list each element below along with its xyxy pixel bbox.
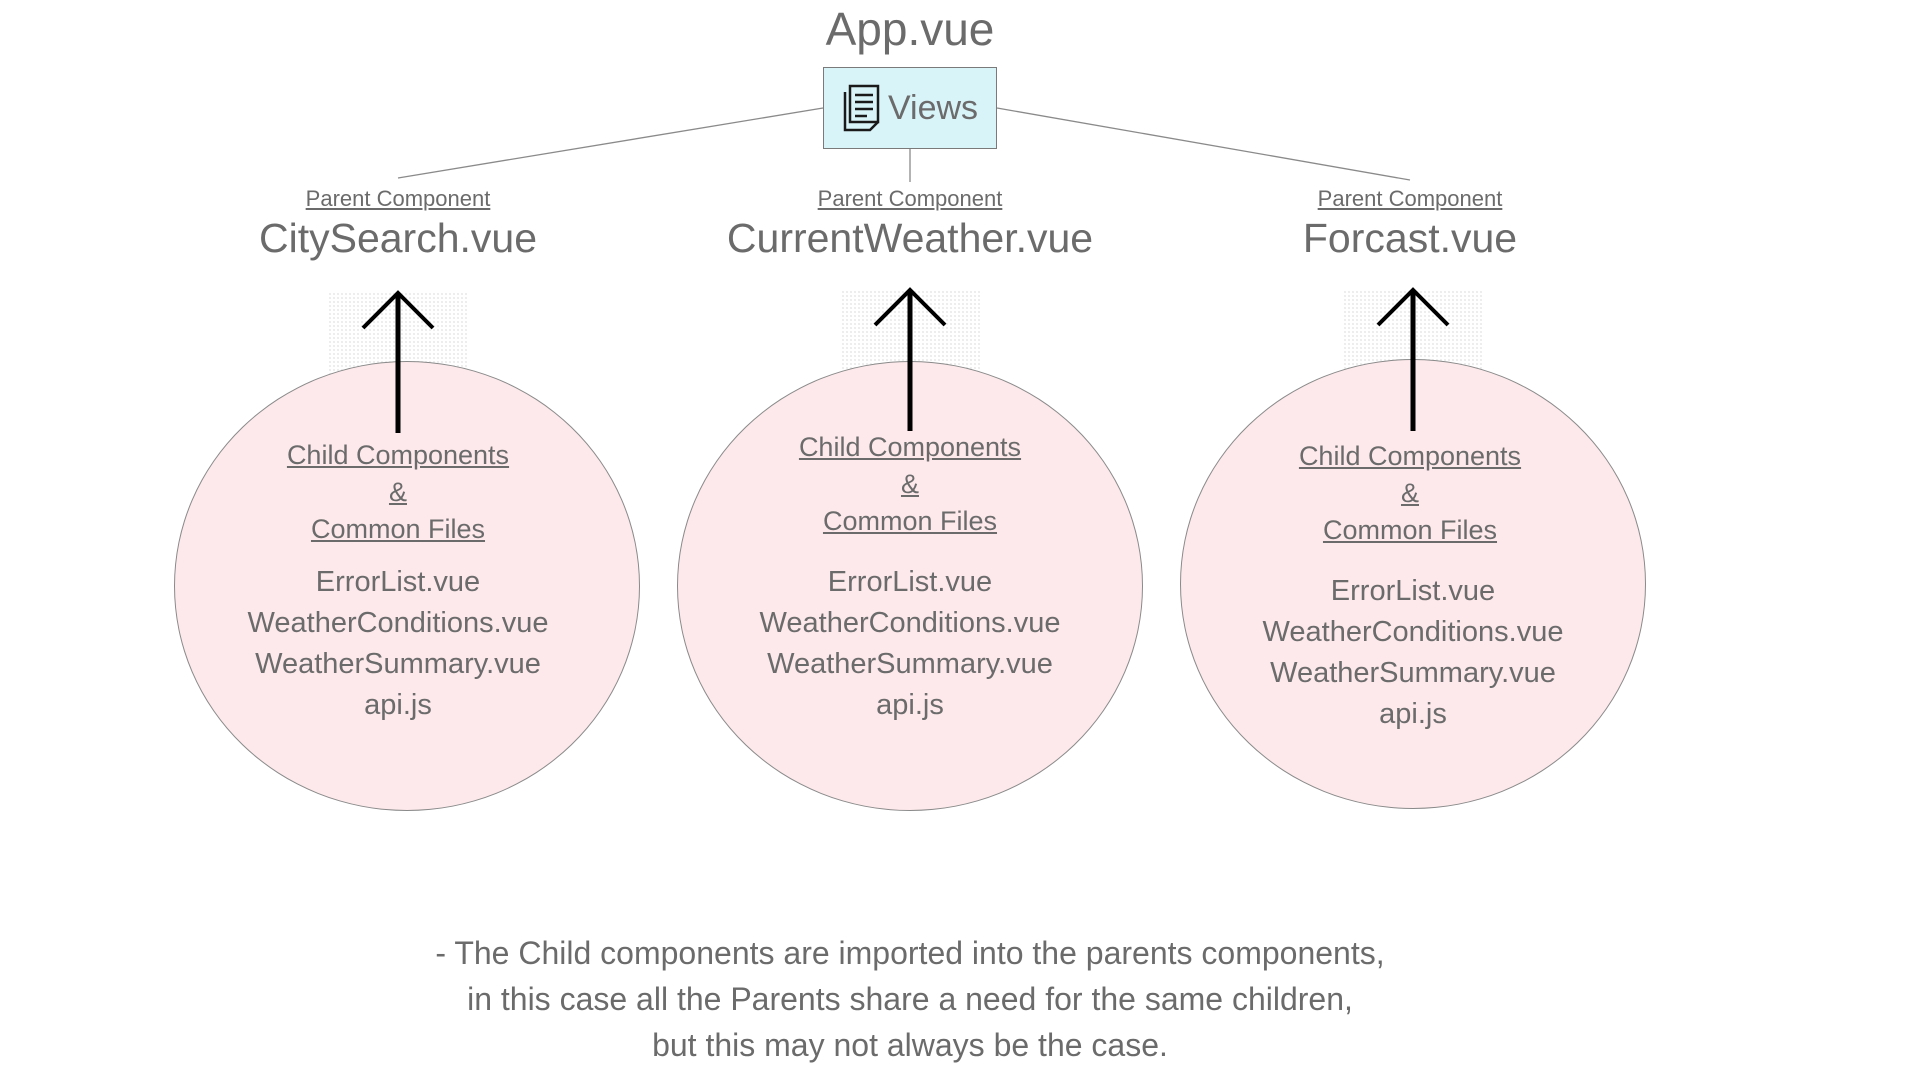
file-item: WeatherConditions.vue bbox=[1262, 616, 1564, 648]
child-header-line: Common Files bbox=[310, 514, 486, 544]
explanation-note: - The Child components are imported into… bbox=[330, 930, 1490, 1068]
child-header-line: Child Components bbox=[1298, 441, 1522, 471]
views-box: Views bbox=[823, 67, 997, 149]
file-item: ErrorList.vue bbox=[827, 566, 993, 598]
file-item: WeatherSummary.vue bbox=[255, 648, 541, 680]
note-line: in this case all the Parents share a nee… bbox=[467, 981, 1353, 1017]
file-item: api.js bbox=[876, 689, 944, 721]
child-header: Child Components & Common Files bbox=[1200, 438, 1620, 549]
root-title: App.vue bbox=[825, 3, 995, 55]
file-item: WeatherSummary.vue bbox=[767, 648, 1053, 680]
note-line: but this may not always be the case. bbox=[652, 1027, 1168, 1063]
parent-name: CurrentWeather.vue bbox=[726, 215, 1094, 261]
connector-to-citysearch bbox=[397, 107, 824, 179]
connector-to-forcast bbox=[996, 107, 1411, 181]
child-header-line: Child Components bbox=[286, 440, 510, 470]
child-header: Child Components & Common Files bbox=[188, 437, 608, 548]
child-header-line: Common Files bbox=[822, 506, 998, 536]
child-circle bbox=[1180, 359, 1646, 809]
file-item: api.js bbox=[1379, 698, 1447, 730]
child-header-line: Common Files bbox=[1322, 515, 1498, 545]
child-circle bbox=[174, 361, 640, 811]
child-circle bbox=[677, 361, 1143, 811]
parent-caption: Parent Component bbox=[1317, 186, 1503, 211]
file-item: ErrorList.vue bbox=[315, 566, 481, 598]
parent-caption: Parent Component bbox=[817, 186, 1003, 211]
file-item: WeatherSummary.vue bbox=[1270, 657, 1556, 689]
parent-caption: Parent Component bbox=[305, 186, 491, 211]
child-header: Child Components & Common Files bbox=[700, 429, 1120, 540]
child-header-line: Child Components bbox=[798, 432, 1022, 462]
child-header-line: & bbox=[1400, 478, 1419, 508]
note-line: - The Child components are imported into… bbox=[435, 935, 1385, 971]
parent-name: CitySearch.vue bbox=[258, 215, 537, 261]
file-item: WeatherConditions.vue bbox=[759, 607, 1061, 639]
child-header-line: & bbox=[388, 477, 407, 507]
child-file-list: ErrorList.vue WeatherConditions.vue Weat… bbox=[700, 562, 1120, 726]
child-file-list: ErrorList.vue WeatherConditions.vue Weat… bbox=[1203, 571, 1623, 735]
views-label: Views bbox=[887, 88, 979, 127]
document-icon bbox=[843, 84, 880, 132]
parent-name: Forcast.vue bbox=[1302, 215, 1518, 261]
child-file-list: ErrorList.vue WeatherConditions.vue Weat… bbox=[188, 562, 608, 726]
file-item: WeatherConditions.vue bbox=[247, 607, 549, 639]
file-item: api.js bbox=[364, 689, 432, 721]
file-item: ErrorList.vue bbox=[1330, 575, 1496, 607]
child-header-line: & bbox=[900, 469, 919, 499]
